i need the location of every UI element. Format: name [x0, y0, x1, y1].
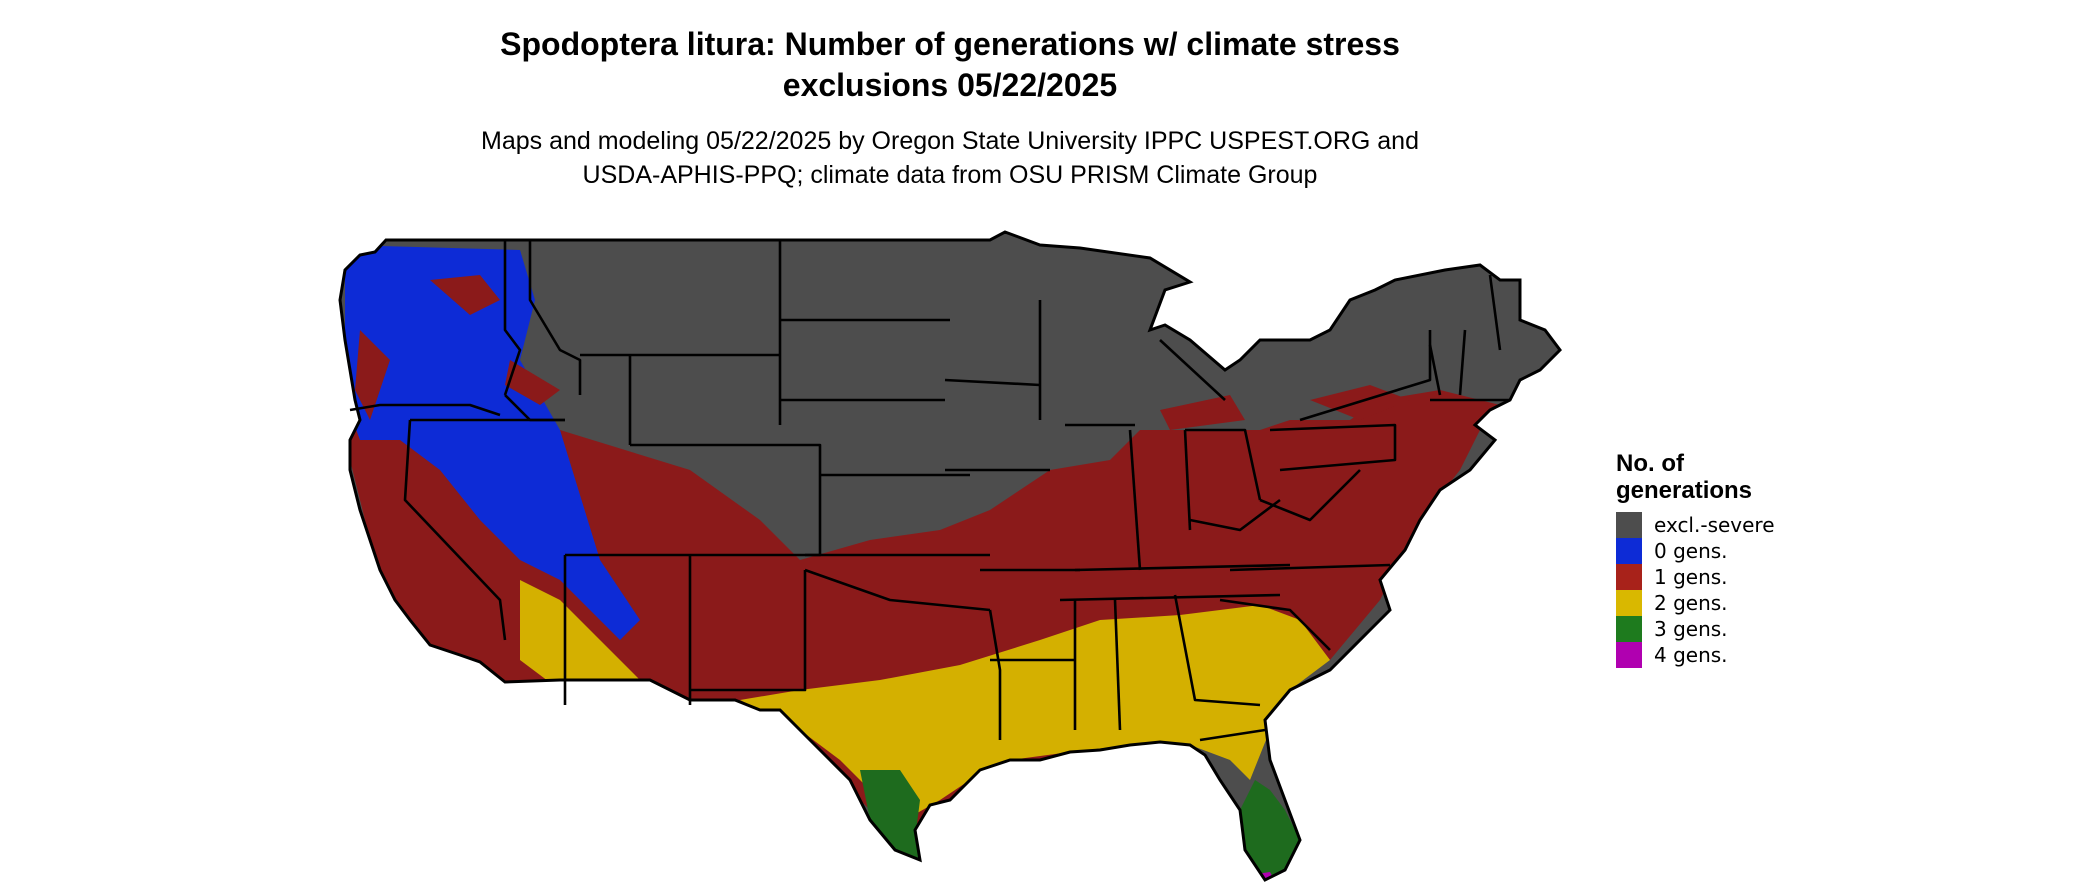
legend-item: 2 gens.: [1616, 590, 1836, 616]
state-borders: [349, 240, 1510, 742]
legend-item: 1 gens.: [1616, 564, 1836, 590]
legend-label: excl.-severe: [1654, 513, 1775, 537]
legend-label: 0 gens.: [1654, 539, 1728, 563]
legend-title: No. of generations: [1616, 450, 1836, 504]
legend-title-line-1: No. of: [1616, 450, 1684, 477]
region-two-gen: [520, 580, 1330, 820]
region-one-gen-north: [1160, 385, 1410, 430]
legend-swatch: [1616, 642, 1642, 668]
map-subtitle-line-1: Maps and modeling 05/22/2025 by Oregon S…: [481, 127, 1419, 155]
map-title: Spodoptera litura: Number of generations…: [450, 24, 1450, 106]
legend-item: 4 gens.: [1616, 642, 1836, 668]
region-three-gen: [860, 770, 1300, 880]
region-one-gen: [340, 390, 1520, 840]
legend-label: 4 gens.: [1654, 643, 1728, 667]
legend-item: excl.-severe: [1616, 512, 1836, 538]
map-subtitle: Maps and modeling 05/22/2025 by Oregon S…: [400, 124, 1500, 192]
legend-title-line-2: generations: [1616, 477, 1753, 504]
us-outline: [338, 230, 1562, 882]
legend-item: 0 gens.: [1616, 538, 1836, 564]
legend: No. of generations excl.-severe 0 gens. 1 …: [1616, 450, 1836, 668]
legend-swatch: [1616, 590, 1642, 616]
legend-label: 3 gens.: [1654, 617, 1728, 641]
region-zero-gen: [345, 245, 640, 640]
legend-item: 3 gens.: [1616, 616, 1836, 642]
us-generations-map: [338, 230, 1562, 882]
legend-label: 2 gens.: [1654, 591, 1728, 615]
legend-items: excl.-severe 0 gens. 1 gens. 2 gens. 3 gens.…: [1616, 512, 1836, 668]
map-subtitle-line-2: USDA-APHIS-PPQ; climate data from OSU PR…: [582, 161, 1318, 189]
legend-swatch: [1616, 616, 1642, 642]
legend-swatch: [1616, 564, 1642, 590]
legend-swatch: [1616, 512, 1642, 538]
legend-swatch: [1616, 538, 1642, 564]
map-title-line-2: exclusions 05/22/2025: [782, 67, 1118, 103]
map-title-line-1: Spodoptera litura: Number of generations…: [500, 26, 1400, 62]
legend-label: 1 gens.: [1654, 565, 1728, 589]
